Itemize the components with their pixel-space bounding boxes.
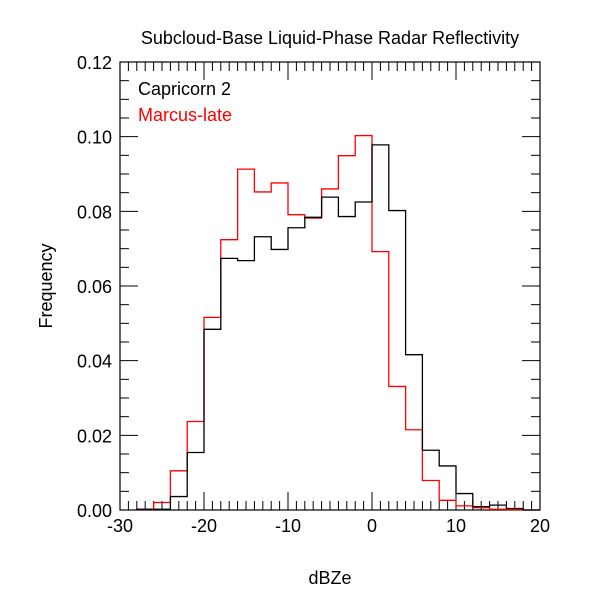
chart-title: Subcloud-Base Liquid-Phase Radar Reflect… [141, 28, 519, 48]
y-tick-label: 0.06 [77, 277, 112, 297]
series-capricorn-2 [136, 144, 540, 511]
y-tick-label: 0.02 [77, 426, 112, 446]
legend-capricorn-2: Capricorn 2 [138, 79, 231, 99]
x-axis-label: dBZe [308, 568, 351, 588]
x-tick-label: 0 [367, 516, 377, 536]
y-tick-label: 0.04 [77, 352, 112, 372]
plot-frame [119, 61, 541, 511]
series-marcus-late [136, 134, 540, 511]
x-tick-label: -20 [191, 516, 217, 536]
x-tick-label: 10 [446, 516, 466, 536]
y-tick-label: 0.10 [77, 128, 112, 148]
x-tick-label: 20 [530, 516, 550, 536]
y-tick-label: 0.12 [77, 53, 112, 73]
y-tick-label: 0.00 [77, 501, 112, 521]
legend-marcus-late: Marcus-late [138, 105, 232, 125]
y-tick-label: 0.08 [77, 202, 112, 222]
x-tick-label: -30 [107, 516, 133, 536]
x-tick-label: -10 [275, 516, 301, 536]
y-axis-label: Frequency [36, 243, 56, 328]
